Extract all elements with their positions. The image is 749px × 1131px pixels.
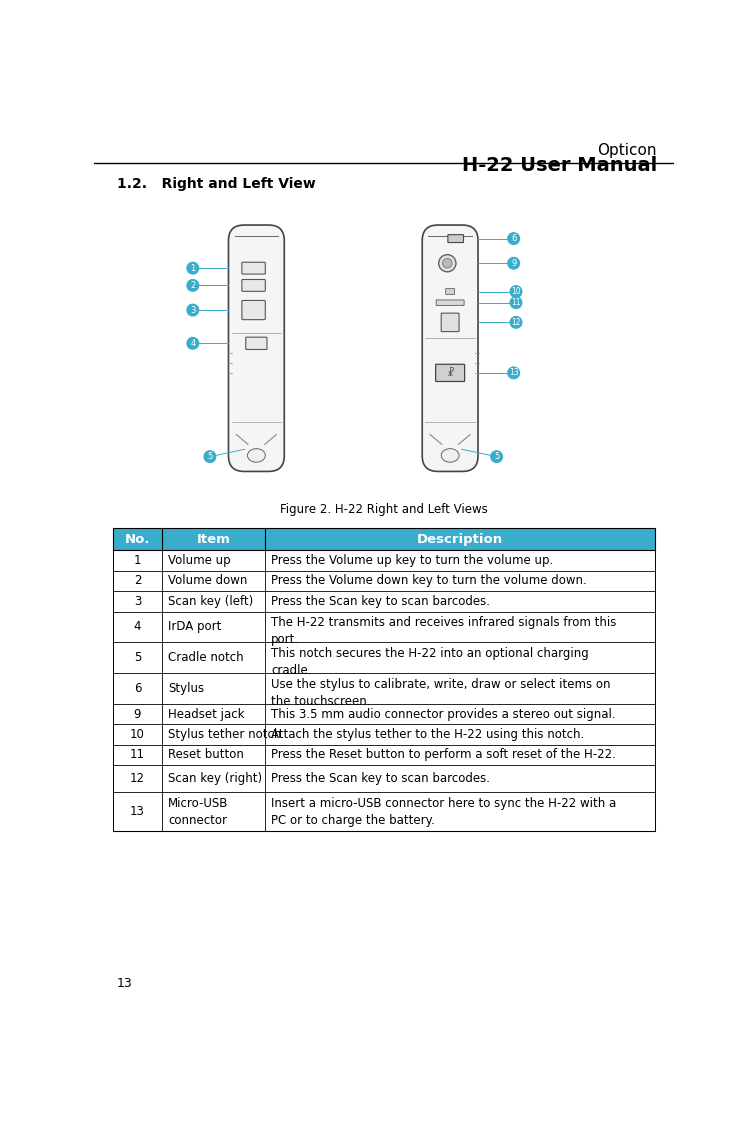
Text: Press the Scan key to scan barcodes.: Press the Scan key to scan barcodes. — [271, 772, 490, 785]
Text: H-22 User Manual: H-22 User Manual — [462, 156, 657, 175]
FancyBboxPatch shape — [228, 225, 285, 472]
Text: 12: 12 — [512, 318, 521, 327]
Circle shape — [204, 451, 216, 463]
Text: Cradle notch: Cradle notch — [168, 651, 243, 664]
Text: Scan key (left): Scan key (left) — [168, 595, 253, 607]
Text: 3: 3 — [190, 305, 195, 314]
Bar — [113, 642, 655, 673]
Text: 13: 13 — [509, 369, 518, 378]
Text: 5: 5 — [494, 452, 500, 461]
FancyBboxPatch shape — [446, 288, 455, 294]
Text: The H-22 transmits and receives infrared signals from this
port.: The H-22 transmits and receives infrared… — [271, 616, 616, 646]
Text: 11: 11 — [130, 749, 145, 761]
Text: Press the Volume up key to turn the volume up.: Press the Volume up key to turn the volu… — [271, 554, 553, 567]
Ellipse shape — [441, 449, 459, 463]
Text: 9: 9 — [511, 259, 516, 268]
Bar — [113, 571, 655, 592]
Text: 5: 5 — [133, 651, 141, 664]
Circle shape — [510, 286, 522, 297]
Text: Stylus: Stylus — [168, 682, 204, 696]
Bar — [113, 612, 655, 642]
Circle shape — [443, 259, 452, 268]
FancyBboxPatch shape — [242, 279, 265, 292]
FancyBboxPatch shape — [242, 301, 265, 320]
Bar — [113, 673, 655, 703]
Ellipse shape — [247, 449, 265, 463]
Circle shape — [510, 317, 522, 328]
Text: Press the Scan key to scan barcodes.: Press the Scan key to scan barcodes. — [271, 595, 490, 607]
Text: Item: Item — [196, 533, 230, 545]
Text: 1.2.   Right and Left View: 1.2. Right and Left View — [117, 176, 315, 190]
Text: 13: 13 — [117, 977, 133, 990]
Text: Insert a micro-USB connector here to sync the H-22 with a
PC or to charge the ba: Insert a micro-USB connector here to syn… — [271, 796, 616, 827]
FancyBboxPatch shape — [448, 234, 464, 242]
Circle shape — [187, 262, 198, 274]
Text: 10: 10 — [511, 287, 521, 296]
Circle shape — [508, 233, 520, 244]
Text: Micro-USB
connector: Micro-USB connector — [168, 796, 228, 827]
Circle shape — [508, 368, 520, 379]
Text: 13: 13 — [130, 805, 145, 818]
Text: Volume down: Volume down — [168, 575, 247, 587]
Text: Headset jack: Headset jack — [168, 708, 244, 720]
Text: Reset button: Reset button — [168, 749, 244, 761]
Text: IrDA port: IrDA port — [168, 621, 222, 633]
Circle shape — [187, 304, 198, 316]
Bar — [113, 592, 655, 612]
Bar — [113, 724, 655, 745]
Text: 5: 5 — [207, 452, 213, 461]
FancyBboxPatch shape — [441, 313, 459, 331]
Text: Stylus tether notch: Stylus tether notch — [168, 728, 282, 741]
Circle shape — [187, 279, 198, 291]
Text: Scan key (right): Scan key (right) — [168, 772, 262, 785]
Circle shape — [510, 296, 522, 309]
Text: Figure 2. H-22 Right and Left Views: Figure 2. H-22 Right and Left Views — [280, 503, 488, 516]
Text: Description: Description — [416, 533, 503, 545]
Text: 2: 2 — [190, 280, 195, 290]
Text: 1: 1 — [133, 554, 141, 567]
Text: 11: 11 — [512, 299, 521, 308]
FancyBboxPatch shape — [422, 225, 478, 472]
Text: 4: 4 — [190, 339, 195, 348]
Text: Press the Reset button to perform a soft reset of the H-22.: Press the Reset button to perform a soft… — [271, 749, 616, 761]
Bar — [113, 745, 655, 766]
Text: 4: 4 — [133, 621, 141, 633]
Circle shape — [187, 337, 198, 349]
Text: This notch secures the H-22 into an optional charging
cradle.: This notch secures the H-22 into an opti… — [271, 647, 589, 677]
FancyBboxPatch shape — [246, 337, 267, 349]
Text: 1: 1 — [190, 264, 195, 273]
Text: Volume up: Volume up — [168, 554, 231, 567]
Text: Attach the stylus tether to the H-22 using this notch.: Attach the stylus tether to the H-22 usi… — [271, 728, 584, 741]
Circle shape — [491, 451, 503, 463]
Bar — [113, 766, 655, 792]
Text: 10: 10 — [130, 728, 145, 741]
Circle shape — [508, 258, 520, 269]
Bar — [113, 792, 655, 830]
Text: 12: 12 — [130, 772, 145, 785]
Circle shape — [439, 254, 456, 271]
Bar — [113, 551, 655, 571]
FancyBboxPatch shape — [242, 262, 265, 274]
Text: Use the stylus to calibrate, write, draw or select items on
the touchscreen.: Use the stylus to calibrate, write, draw… — [271, 677, 610, 708]
Bar — [113, 528, 655, 551]
Text: Opticon: Opticon — [598, 143, 657, 157]
Text: 9: 9 — [133, 708, 141, 720]
Text: 2: 2 — [133, 575, 141, 587]
FancyBboxPatch shape — [436, 300, 464, 305]
FancyBboxPatch shape — [436, 364, 464, 381]
Text: 6: 6 — [133, 682, 141, 696]
Bar — [113, 703, 655, 724]
Text: 3: 3 — [133, 595, 141, 607]
Text: 6: 6 — [511, 234, 516, 243]
Text: ☧: ☧ — [446, 368, 454, 378]
Text: No.: No. — [124, 533, 150, 545]
Text: Press the Volume down key to turn the volume down.: Press the Volume down key to turn the vo… — [271, 575, 586, 587]
Text: This 3.5 mm audio connector provides a stereo out signal.: This 3.5 mm audio connector provides a s… — [271, 708, 616, 720]
